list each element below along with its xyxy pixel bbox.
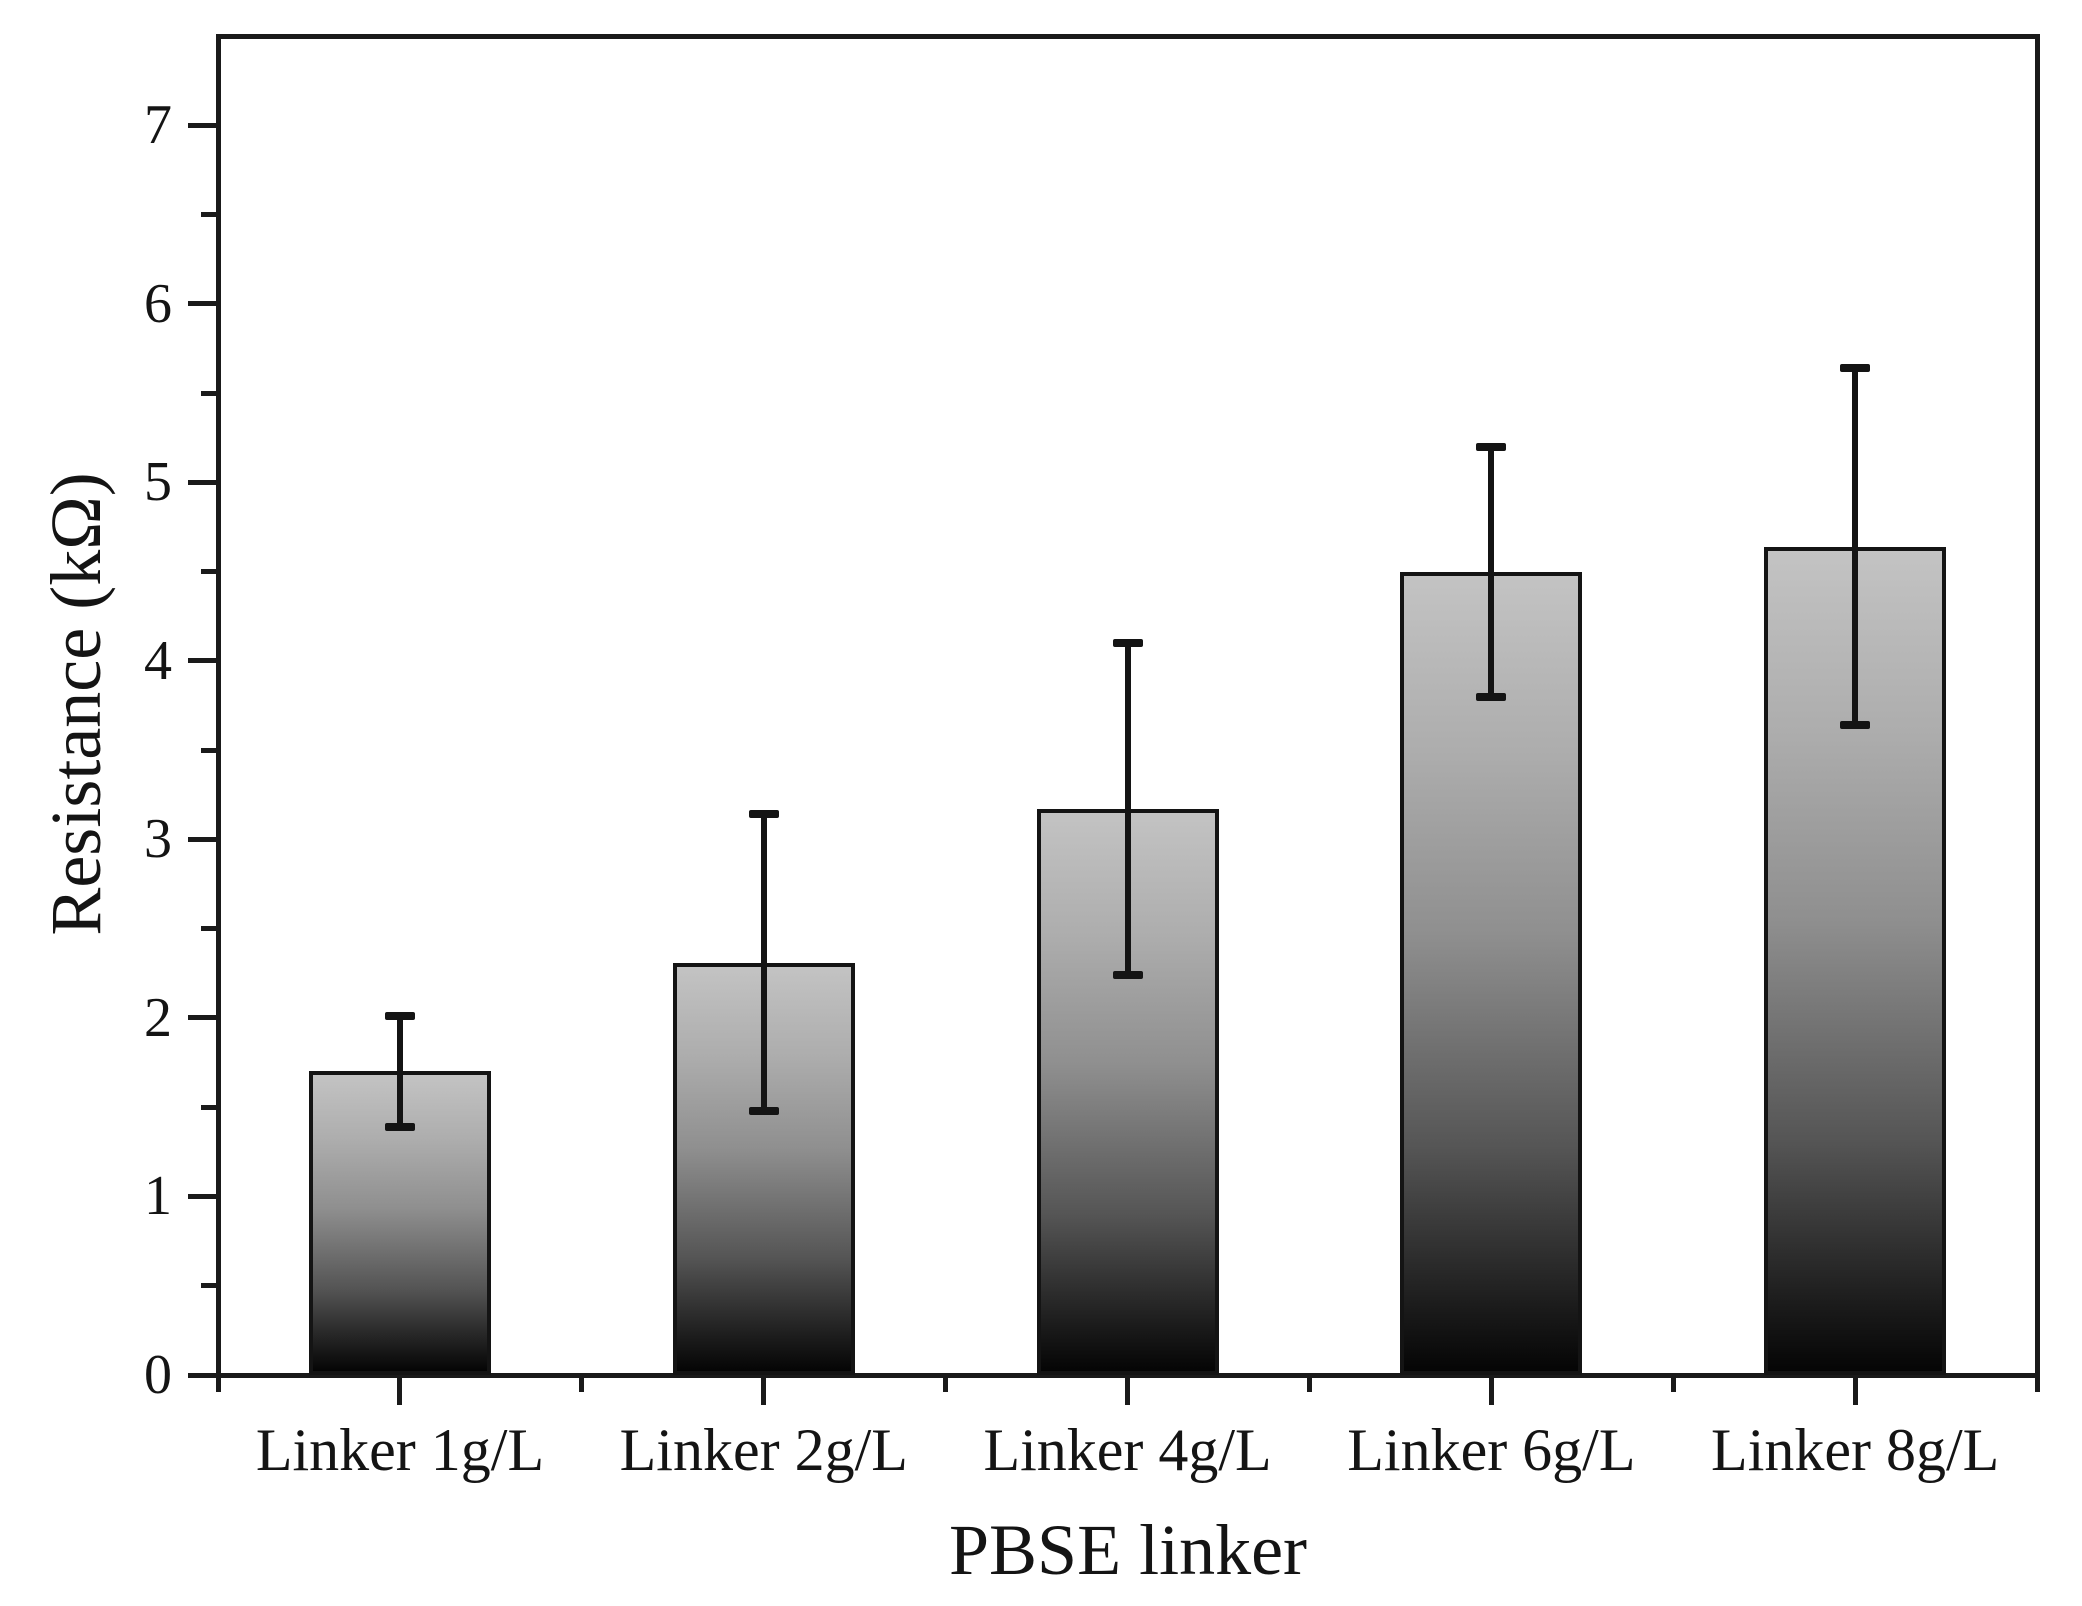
error-bar-cap-top xyxy=(1112,639,1143,647)
error-bar-cap-top xyxy=(1840,364,1871,373)
y-tick-label: 5 xyxy=(144,451,172,514)
x-tick-label: Linker 1g/L xyxy=(255,1417,545,1483)
y-minor-tick xyxy=(201,1104,218,1110)
y-major-tick xyxy=(188,1193,218,1199)
x-minor-tick xyxy=(579,1375,585,1392)
y-minor-tick xyxy=(201,926,218,932)
error-bar-cap-top xyxy=(1476,442,1507,451)
y-tick-label: 2 xyxy=(144,986,172,1049)
error-bar-line xyxy=(1488,446,1495,697)
x-tick-label: Linker 6g/L xyxy=(1347,1417,1636,1483)
x-minor-tick xyxy=(1306,1375,1312,1392)
y-minor-tick xyxy=(201,212,218,218)
error-bar-cap-bottom xyxy=(384,1122,415,1131)
y-major-tick xyxy=(188,1015,218,1021)
y-tick-label: 7 xyxy=(144,94,172,157)
x-major-tick xyxy=(1125,1375,1130,1405)
y-minor-tick xyxy=(201,390,218,396)
error-bar-cap-bottom xyxy=(748,1106,779,1115)
x-major-tick xyxy=(761,1375,767,1405)
x-minor-tick xyxy=(215,1375,221,1392)
error-bar-cap-bottom xyxy=(1476,692,1507,701)
y-major-tick xyxy=(188,1372,218,1378)
x-tick-label: Linker 4g/L xyxy=(983,1417,1272,1483)
x-minor-tick xyxy=(2034,1375,2040,1392)
y-tick-label: 6 xyxy=(144,272,172,335)
x-major-tick xyxy=(397,1375,403,1405)
y-minor-tick xyxy=(201,747,218,753)
y-minor-tick xyxy=(201,569,218,575)
y-tick-label: 3 xyxy=(144,808,172,871)
error-bar-line xyxy=(1124,643,1131,976)
x-major-tick xyxy=(1852,1375,1858,1405)
error-bar-cap-top xyxy=(384,1012,415,1021)
error-bar-line xyxy=(396,1016,403,1127)
error-bar-line xyxy=(1852,368,1859,726)
y-major-tick xyxy=(188,658,218,664)
y-major-tick xyxy=(188,836,218,842)
y-major-tick xyxy=(188,479,218,485)
y-tick-label: 4 xyxy=(144,629,172,692)
error-bar-cap-bottom xyxy=(1840,721,1871,730)
y-minor-tick xyxy=(201,1283,218,1289)
x-minor-tick xyxy=(1670,1375,1676,1392)
x-minor-tick xyxy=(943,1375,949,1392)
error-bar-line xyxy=(760,814,767,1111)
x-axis-title: PBSE linker xyxy=(948,1510,1308,1590)
error-bar-cap-bottom xyxy=(1112,971,1143,980)
x-tick-label: Linker 8g/L xyxy=(1711,1417,2000,1483)
y-tick-label: 1 xyxy=(144,1165,172,1228)
y-major-tick xyxy=(188,301,218,307)
y-tick-label: 0 xyxy=(144,1344,172,1406)
x-major-tick xyxy=(1488,1375,1494,1405)
y-major-tick xyxy=(188,122,218,128)
error-bar-cap-top xyxy=(748,810,779,819)
x-tick-label: Linker 2g/L xyxy=(619,1417,908,1483)
